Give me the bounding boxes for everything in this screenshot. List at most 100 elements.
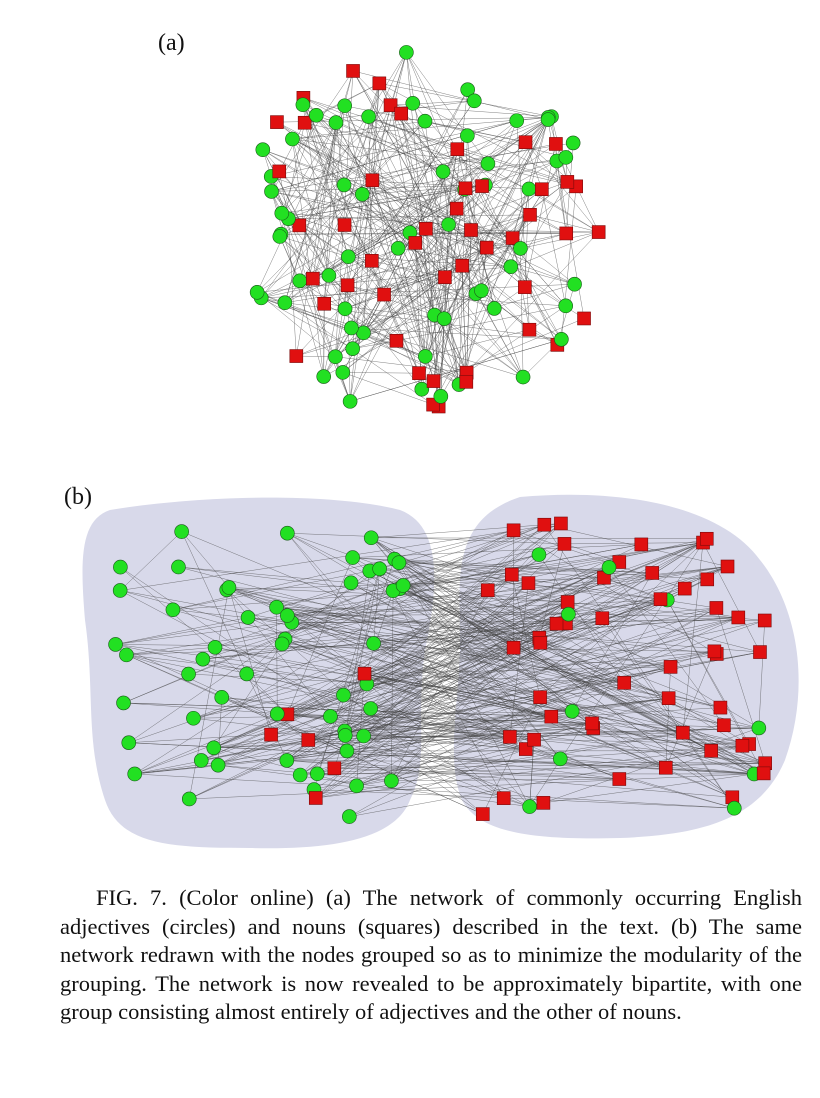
network-edge [313,789,735,809]
adjective-node [345,341,360,356]
adjective-node [341,249,356,265]
network-edge [362,157,566,195]
adjective-node [363,530,379,546]
network-edge [291,524,545,623]
network-edge [181,531,288,761]
network-edge [364,666,671,674]
network-edge [363,618,603,737]
network-edge [178,566,569,615]
network-edge [481,119,549,187]
network-edge [317,579,708,774]
adjective-node [405,95,421,111]
noun-node [505,567,519,582]
network-edge [123,702,552,717]
network-edge [379,83,552,117]
network-edge [394,558,761,653]
network-edge [313,542,704,790]
adjective-node [460,82,475,97]
network-edge [328,119,549,276]
adjective-node [433,389,449,404]
adjective-node [112,583,128,598]
noun-node [317,296,331,311]
network-edge [261,242,416,299]
network-edge [292,138,488,164]
network-edge [282,643,671,668]
adjective-node [279,753,295,768]
adjective-node [316,369,332,384]
network-edge [425,329,530,357]
network-edge [115,542,704,645]
adjective-node [521,181,537,197]
noun-node [480,583,495,598]
network-edge [271,191,351,402]
network-edge [344,105,467,382]
noun-node [383,98,398,113]
network-edge [539,543,565,638]
network-edge [356,725,724,787]
noun-node [536,796,551,810]
network-edge [466,305,566,373]
network-edge [292,138,324,377]
noun-node [357,666,372,681]
noun-node [676,725,690,740]
noun-node [544,709,559,724]
network-edge [287,533,530,807]
network-edge [323,256,349,377]
adjective-node [474,283,489,298]
network-edge [667,599,750,745]
network-edge [279,119,549,237]
network-edge [350,339,562,402]
noun-node [297,115,312,130]
network-edge [369,570,755,775]
network-edge [271,184,486,192]
network-edge [406,52,489,164]
network-edge [371,523,561,538]
noun-node [700,572,715,587]
adjective-node [274,205,290,221]
network-edge [317,559,395,774]
network-edge [134,713,278,775]
network-edge [342,186,577,373]
noun-node [560,175,575,189]
network-edge [363,697,669,737]
network-edge [668,697,750,745]
noun-node [577,311,591,326]
noun-node [559,226,574,241]
network-edge [276,121,521,249]
network-edge [334,762,766,769]
noun-node [707,644,722,659]
noun-node [496,791,511,805]
noun-node [720,559,735,574]
adjective-node [726,800,742,816]
adjective-node [345,550,360,565]
noun-node [753,645,767,659]
network-edge [425,228,530,330]
network-figure [82,45,799,849]
adjective-node [417,113,433,129]
network-edge [556,617,739,624]
adjective-node [280,525,295,541]
network-edge [347,214,531,286]
network-edge [213,727,594,749]
adjective-node [515,369,531,385]
network-edge [302,104,567,234]
network-edge [370,708,735,809]
network-edge [560,758,755,775]
network-edge [126,654,189,675]
network-edge [302,104,420,374]
network-edge [356,617,739,787]
network-edge [123,702,743,746]
adjective-node [343,575,359,591]
network-edge [193,607,717,719]
adjective-node [349,778,364,794]
network-edge [221,697,278,715]
noun-node [270,115,284,129]
network-edge [371,537,561,759]
network-edge [513,601,568,648]
adjective-node [240,610,256,625]
network-edge [458,188,530,385]
noun-node [389,333,404,348]
adjective-node [513,241,528,256]
network-edge [292,120,426,140]
network-edge [363,735,544,804]
